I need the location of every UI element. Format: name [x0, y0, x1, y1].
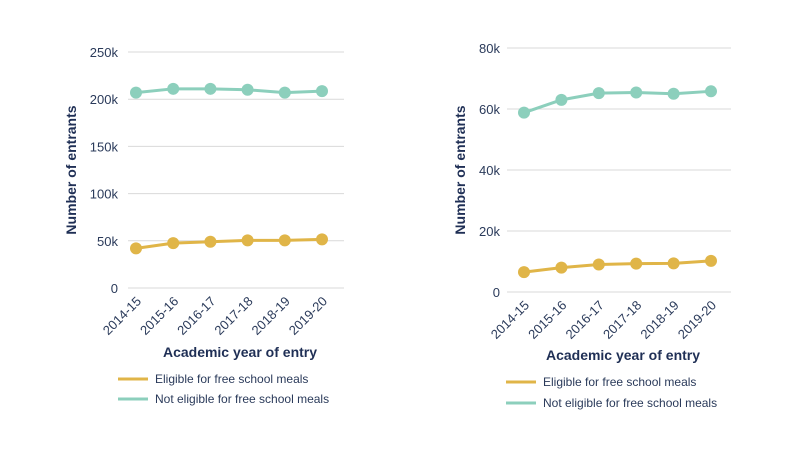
data-point	[518, 106, 530, 119]
chart-2: 0 20k 40k 60k 80k 2014-152015-162016-172017-1…	[452, 41, 731, 410]
data-point	[705, 254, 717, 267]
series-line-1	[523, 259, 712, 274]
y-tick-label: 0	[493, 285, 500, 300]
legend-label: Not eligible for free school meals	[155, 392, 329, 406]
data-point	[241, 234, 254, 247]
data-point	[167, 82, 180, 95]
y-tick-label: 0	[111, 281, 118, 296]
data-point	[667, 257, 680, 270]
y-tick-label: 40k	[479, 163, 500, 178]
y-tick-label: 20k	[479, 224, 500, 239]
x-tick-label: 2014-15	[100, 294, 144, 338]
y-tick-label: 150k	[90, 139, 119, 154]
chart-1: 0 50k 100k 150k 200k 250k 2014-152015-162016-1…	[63, 45, 344, 406]
data-point	[278, 234, 291, 247]
x-tick-label: 2019-20	[675, 298, 719, 342]
data-point	[555, 93, 568, 106]
y-tick-label: 80k	[479, 41, 500, 56]
data-point	[592, 87, 605, 100]
x-tick-label: 2015-16	[525, 298, 569, 342]
y-tick-label: 60k	[479, 102, 500, 117]
y-axis-title: Number of entrants	[63, 105, 79, 234]
y-tick-label: 200k	[90, 92, 119, 107]
x-tick-label: 2018-19	[249, 294, 293, 338]
y-axis-title: Number of entrants	[452, 105, 468, 234]
data-point	[204, 235, 217, 248]
data-point	[316, 233, 328, 246]
data-point	[130, 242, 142, 255]
y-tick-label: 250k	[90, 45, 119, 60]
data-point	[630, 257, 643, 270]
data-point	[518, 266, 530, 279]
series-line-2	[523, 89, 712, 115]
x-axis-title: Academic year of entry	[163, 344, 317, 360]
x-tick-label: 2018-19	[637, 298, 681, 342]
series-line-1	[135, 237, 323, 250]
data-point	[705, 85, 717, 98]
data-point	[130, 86, 142, 99]
data-point	[278, 86, 291, 99]
y-tick-label: 50k	[97, 234, 118, 249]
data-point	[630, 86, 643, 99]
data-point	[667, 87, 680, 100]
data-point	[316, 85, 328, 98]
legend-label: Eligible for free school meals	[543, 375, 696, 389]
data-point	[555, 261, 568, 274]
legend-label: Eligible for free school meals	[155, 372, 308, 386]
data-point	[592, 258, 605, 271]
x-tick-label: 2016-17	[563, 298, 607, 342]
legend-label: Not eligible for free school meals	[543, 396, 717, 410]
x-tick-label: 2019-20	[286, 294, 330, 338]
x-tick-label: 2017-18	[600, 298, 644, 342]
data-point	[204, 82, 217, 95]
x-tick-label: 2015-16	[137, 294, 181, 338]
x-tick-label: 2017-18	[211, 294, 255, 338]
y-tick-label: 100k	[90, 187, 119, 202]
x-tick-label: 2016-17	[174, 294, 218, 338]
x-tick-label: 2014-15	[488, 298, 532, 342]
data-point	[241, 83, 254, 96]
series-line-2	[135, 87, 323, 95]
data-point	[167, 237, 180, 250]
x-axis-title: Academic year of entry	[546, 347, 700, 363]
